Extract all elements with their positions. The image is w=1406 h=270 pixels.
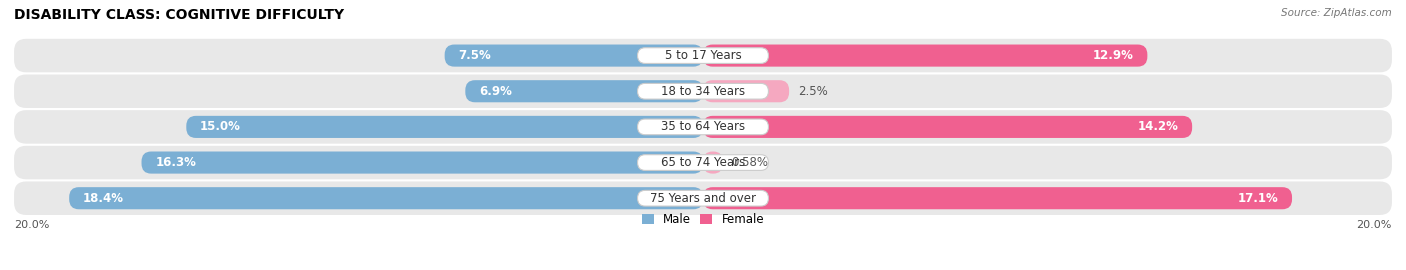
FancyBboxPatch shape: [444, 45, 703, 67]
FancyBboxPatch shape: [637, 119, 769, 135]
Text: 5 to 17 Years: 5 to 17 Years: [665, 49, 741, 62]
Text: 14.2%: 14.2%: [1137, 120, 1178, 133]
FancyBboxPatch shape: [142, 151, 703, 174]
FancyBboxPatch shape: [703, 45, 1147, 67]
Text: 6.9%: 6.9%: [479, 85, 512, 98]
FancyBboxPatch shape: [14, 75, 1392, 108]
FancyBboxPatch shape: [637, 190, 769, 206]
Text: 16.3%: 16.3%: [155, 156, 197, 169]
FancyBboxPatch shape: [69, 187, 703, 209]
Text: 35 to 64 Years: 35 to 64 Years: [661, 120, 745, 133]
Text: 18.4%: 18.4%: [83, 192, 124, 205]
FancyBboxPatch shape: [703, 151, 723, 174]
Legend: Male, Female: Male, Female: [637, 208, 769, 231]
FancyBboxPatch shape: [637, 83, 769, 99]
FancyBboxPatch shape: [465, 80, 703, 102]
Text: 75 Years and over: 75 Years and over: [650, 192, 756, 205]
FancyBboxPatch shape: [703, 116, 1192, 138]
Text: Source: ZipAtlas.com: Source: ZipAtlas.com: [1281, 8, 1392, 18]
FancyBboxPatch shape: [637, 155, 769, 170]
Text: 12.9%: 12.9%: [1092, 49, 1133, 62]
FancyBboxPatch shape: [703, 80, 789, 102]
FancyBboxPatch shape: [703, 187, 1292, 209]
FancyBboxPatch shape: [14, 146, 1392, 179]
Text: 7.5%: 7.5%: [458, 49, 491, 62]
FancyBboxPatch shape: [14, 110, 1392, 144]
FancyBboxPatch shape: [186, 116, 703, 138]
Text: 65 to 74 Years: 65 to 74 Years: [661, 156, 745, 169]
Text: 20.0%: 20.0%: [14, 220, 49, 230]
Text: 20.0%: 20.0%: [1357, 220, 1392, 230]
Text: 18 to 34 Years: 18 to 34 Years: [661, 85, 745, 98]
FancyBboxPatch shape: [14, 39, 1392, 72]
FancyBboxPatch shape: [14, 181, 1392, 215]
Text: 17.1%: 17.1%: [1237, 192, 1278, 205]
Text: 15.0%: 15.0%: [200, 120, 240, 133]
Text: 2.5%: 2.5%: [797, 85, 828, 98]
Text: DISABILITY CLASS: COGNITIVE DIFFICULTY: DISABILITY CLASS: COGNITIVE DIFFICULTY: [14, 8, 344, 22]
Text: 0.58%: 0.58%: [731, 156, 769, 169]
FancyBboxPatch shape: [637, 48, 769, 63]
